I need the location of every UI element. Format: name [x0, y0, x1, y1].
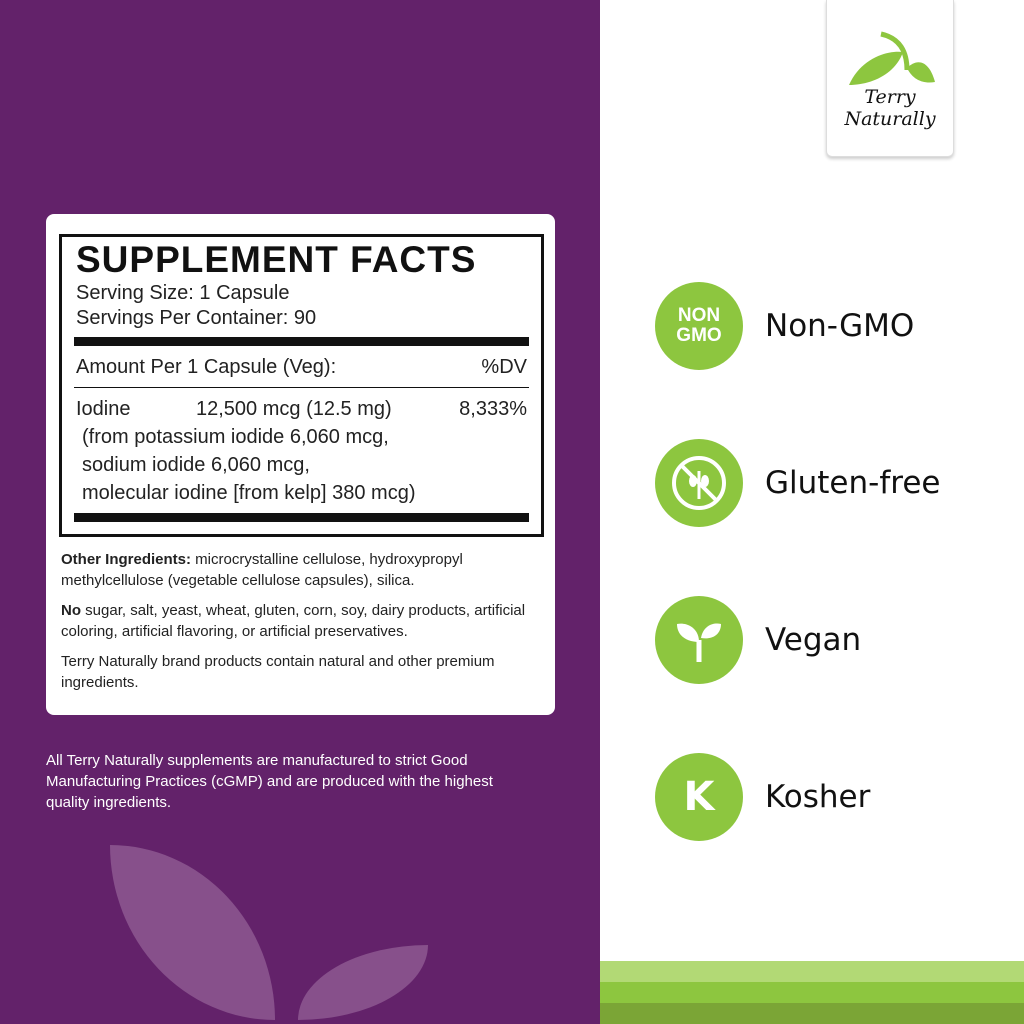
source-line: molecular iodine [from kelp] 380 mcg) — [82, 482, 416, 504]
supplement-facts-card: SUPPLEMENT FACTS Serving Size: 1 Capsule… — [46, 214, 555, 715]
brand-logo: Terry Naturally — [826, 0, 954, 157]
stripe-dark — [600, 1003, 1024, 1024]
badge-label: Non-GMO — [765, 308, 915, 344]
free-from: No sugar, salt, yeast, wheat, gluten, co… — [61, 602, 526, 640]
stripe-mid — [600, 982, 1024, 1003]
source-line: (from potassium iodide 6,060 mcg, — [82, 426, 389, 448]
non-gmo-icon: NON GMO — [655, 282, 743, 370]
kosher-icon: K — [655, 753, 743, 841]
supplement-facts-panel: SUPPLEMENT FACTS Serving Size: 1 Capsule… — [59, 234, 544, 537]
divider — [74, 387, 529, 388]
leaf-logo-icon — [849, 31, 935, 85]
divider — [74, 513, 529, 522]
leaf-decoration — [110, 845, 275, 1020]
badge-vegan: Vegan — [655, 596, 861, 684]
nutrient-row: Iodine 12,500 mcg (12.5 mg) 8,333% — [76, 396, 527, 423]
serving-size: Serving Size: 1 Capsule — [76, 282, 290, 304]
gluten-free-icon — [655, 439, 743, 527]
badge-label: Vegan — [765, 622, 862, 658]
badge-kosher: K Kosher — [655, 753, 870, 841]
stripe-light — [600, 961, 1024, 982]
nutrient-name: Iodine — [76, 398, 131, 420]
other-ingredients: Other Ingredients: microcrystalline cell… — [61, 551, 463, 589]
purple-panel: SUPPLEMENT FACTS Serving Size: 1 Capsule… — [0, 0, 600, 1024]
badge-gluten-free: Gluten-free — [655, 439, 940, 527]
badge-label: Kosher — [765, 779, 871, 815]
vegan-sprout-icon — [655, 596, 743, 684]
nutrient-dv: 8,333% — [459, 398, 527, 420]
nutrient-amount: 12,500 mcg (12.5 mg) — [196, 398, 392, 420]
logo-text: Naturally — [844, 108, 936, 130]
amount-header: Amount Per 1 Capsule (Veg): — [76, 356, 337, 378]
dv-header: %DV — [481, 356, 527, 378]
badge-non-gmo: NON GMO Non-GMO — [655, 282, 914, 370]
divider — [74, 337, 529, 346]
brand-note: Terry Naturally brand products contain n… — [61, 653, 495, 691]
source-line: sodium iodide 6,060 mcg, — [82, 454, 310, 476]
logo-text: Terry — [864, 86, 916, 108]
badge-label: Gluten-free — [765, 465, 941, 501]
leaf-decoration — [298, 945, 428, 1020]
gmp-statement: All Terry Naturally supplements are manu… — [46, 752, 493, 811]
notes: Other Ingredients: microcrystalline cell… — [61, 549, 541, 702]
servings-per-container: Servings Per Container: 90 — [76, 307, 317, 329]
facts-title: SUPPLEMENT FACTS — [76, 239, 477, 280]
